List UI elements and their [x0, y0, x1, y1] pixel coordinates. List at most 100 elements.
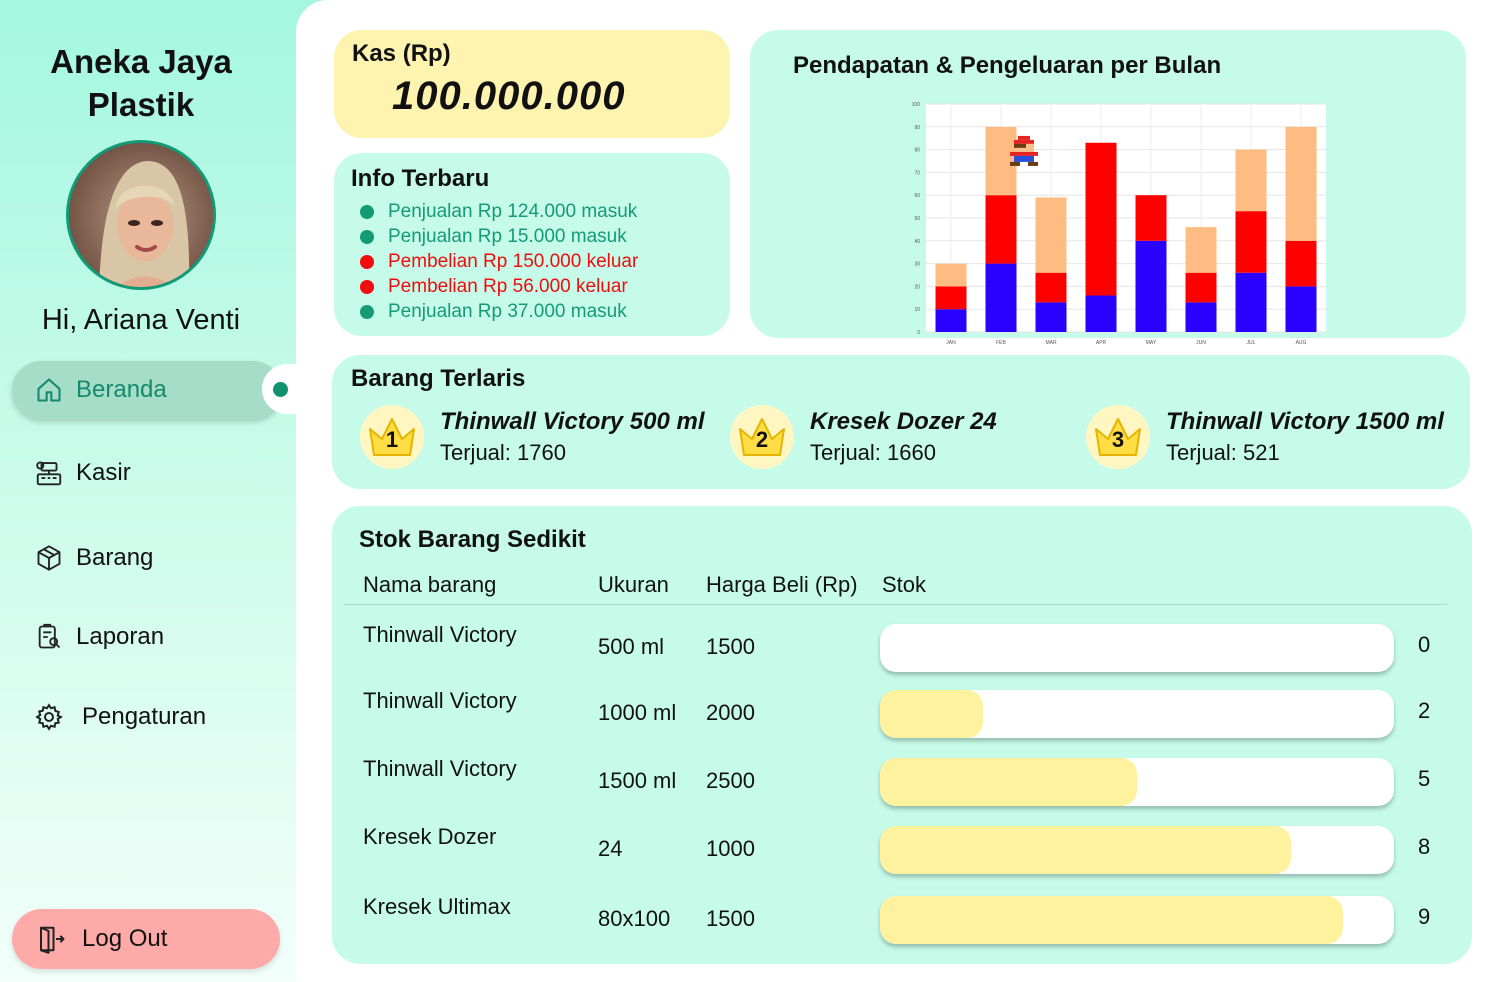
chart-ytick-label: 30 [914, 262, 920, 268]
best-seller-item[interactable]: 3 Thinwall Victory 1500 ml Terjual: 521 [1086, 405, 1444, 469]
chart-ytick-label: 50 [914, 216, 920, 222]
nav-beranda[interactable]: Beranda [12, 361, 282, 419]
chart-bar-segment [1235, 211, 1267, 273]
table-row[interactable]: Thinwall Victory 500 ml 1500 0 [332, 620, 1472, 682]
info-item: Pembelian Rp 150.000 keluar [360, 249, 638, 274]
item-name: Thinwall Victory [363, 688, 517, 713]
stock-bar [880, 896, 1394, 944]
mario-pixel [1014, 155, 1034, 162]
nav-barang[interactable]: Barang [12, 529, 282, 587]
report-icon [34, 622, 64, 652]
nav-kasir[interactable]: Kasir [12, 444, 282, 502]
nav-pengaturan[interactable]: Pengaturan [12, 688, 282, 746]
nav-label: Barang [76, 544, 154, 571]
avatar[interactable] [66, 140, 216, 290]
home-icon [34, 375, 64, 405]
chart-xtick-label: APR [1096, 340, 1107, 346]
col-nama: Nama barang [363, 572, 497, 597]
stock-bar [880, 690, 1394, 738]
status-dot-icon [360, 279, 374, 294]
crown-icon: 1 [360, 405, 424, 469]
main-content: Kas (Rp) 100.000.000 Info Terbaru Penjua… [296, 0, 1512, 982]
item-name: Thinwall Victory [363, 622, 517, 647]
nav-label: Kasir [76, 459, 131, 486]
item-stock: 2 [1418, 698, 1431, 723]
logout-icon [36, 923, 68, 955]
logout-button[interactable]: Log Out [12, 909, 280, 969]
table-row[interactable]: Kresek Dozer 24 1000 8 [332, 822, 1472, 884]
chart-bar-segment [1085, 142, 1117, 296]
crown-icon: 3 [1086, 405, 1150, 469]
nav-label: Beranda [76, 376, 167, 403]
chart-bar-segment [985, 195, 1017, 264]
item-price: 1000 [706, 836, 755, 861]
chart-ytick-label: 60 [914, 193, 920, 199]
item-price: 1500 [706, 906, 755, 931]
stock-bar [880, 758, 1394, 806]
crown-shape [369, 418, 415, 456]
stock-bar-fill [880, 896, 1343, 944]
chart-ytick-label: 100 [912, 102, 921, 108]
mario-pixel [1026, 143, 1034, 148]
chart-bar-segment [985, 263, 1017, 332]
sidebar: Aneka Jaya Plastik Hi, Ariana Venti Bera… [0, 0, 302, 982]
chart-bar-segment [1285, 240, 1317, 287]
chart-title: Pendapatan & Pengeluaran per Bulan [793, 52, 1222, 79]
item-stock: 5 [1418, 766, 1431, 791]
low-stock-card: Stok Barang Sedikit Nama barang Ukuran H… [332, 506, 1472, 964]
latest-info-list: Penjualan Rp 124.000 masuk Penjualan Rp 1… [360, 199, 638, 324]
item-price: 1500 [706, 634, 755, 659]
chart-bar-segment [1035, 272, 1067, 303]
nav-label: Pengaturan [82, 703, 207, 730]
item-size: 500 ml [598, 634, 665, 659]
chart-bar-segment [1035, 197, 1067, 273]
table-row[interactable]: Kresek Ultimax 80x100 1500 9 [332, 892, 1472, 954]
chart-ytick-label: 10 [914, 307, 920, 313]
crown-shape [739, 418, 785, 456]
nav-label: Laporan [76, 623, 165, 650]
info-text: Pembelian Rp 150.000 keluar [388, 250, 639, 272]
mario-pixel [1010, 161, 1020, 166]
active-indicator [262, 364, 302, 414]
status-dot-icon [360, 304, 374, 319]
table-row[interactable]: Thinwall Victory 1000 ml 2000 2 [332, 686, 1472, 748]
chart-xtick-label: JAN [946, 340, 956, 346]
chart-bar-segment [1135, 240, 1167, 332]
chart-bar-segment [1185, 227, 1217, 273]
rank-number: 1 [385, 427, 399, 452]
info-item: Pembelian Rp 56.000 keluar [360, 274, 638, 299]
gear-icon [34, 702, 64, 732]
cash-value: 100.000.000 [392, 74, 626, 118]
info-text: Pembelian Rp 56.000 keluar [388, 275, 628, 297]
chart-bar-segment [1185, 272, 1217, 303]
col-harga: Harga Beli (Rp) [706, 572, 858, 597]
item-name: Thinwall Victory [363, 756, 517, 781]
logout-label: Log Out [82, 925, 168, 952]
rank-number: 2 [755, 427, 769, 452]
crown-shape [1095, 418, 1141, 456]
best-seller-sold: Terjual: 1660 [810, 440, 936, 465]
chart-bar-segment [985, 126, 1017, 196]
info-text: Penjualan Rp 15.000 masuk [388, 225, 627, 247]
chart-bar-segment [1185, 302, 1217, 332]
chart-ytick-label: 0 [917, 330, 920, 336]
mario-sticker-icon [1010, 135, 1038, 166]
chart-xtick-label: MAY [1146, 340, 1157, 346]
avatar-portrait [69, 143, 213, 287]
best-seller-item[interactable]: 1 Thinwall Victory 500 ml Terjual: 1760 [360, 405, 705, 469]
stacked-bar-chart: 0 10 20 30 40 50 60 70 80 90 100 JAN FEB MAR APR MAY JUN… [912, 102, 1326, 346]
chart-bar-segment [1285, 286, 1317, 332]
mario-pixel [1018, 135, 1030, 140]
table-row[interactable]: Thinwall Victory 1500 ml 2500 5 [332, 754, 1472, 816]
chart-bar-segment [935, 286, 967, 310]
best-sellers-card: Barang Terlaris 1 Thinwall Victory 500 ml… [332, 355, 1470, 489]
chart-bar-segment [1235, 272, 1267, 332]
col-ukuran: Ukuran [598, 572, 669, 597]
info-text: Penjualan Rp 37.000 masuk [388, 300, 627, 322]
item-price: 2000 [706, 700, 755, 725]
nav-laporan[interactable]: Laporan [12, 608, 282, 666]
best-seller-item[interactable]: 2 Kresek Dozer 24 Terjual: 1660 [730, 405, 997, 469]
latest-info-card: Info Terbaru Penjualan Rp 124.000 masuk P… [334, 153, 730, 336]
chart-ytick-label: 20 [914, 284, 920, 290]
stock-bar [880, 624, 1394, 672]
